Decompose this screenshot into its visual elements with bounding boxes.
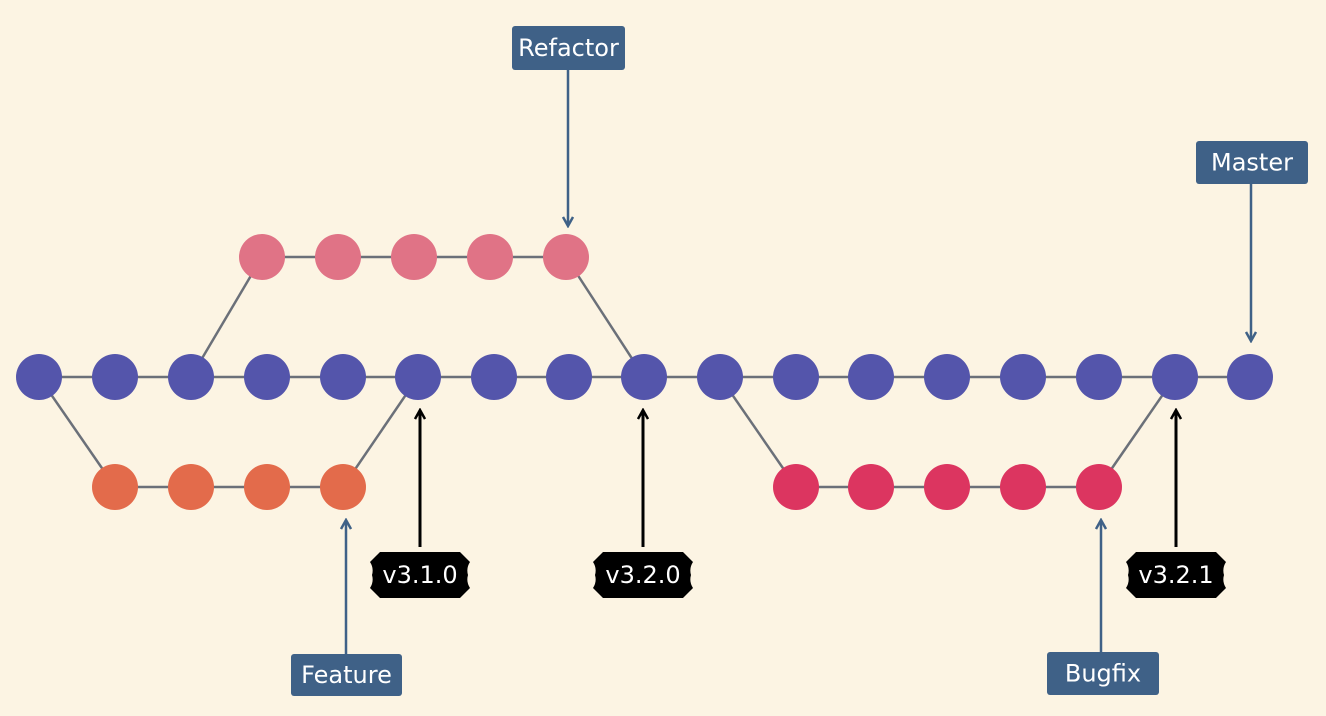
feature-commit[interactable] xyxy=(92,464,138,510)
master-commits xyxy=(16,354,1273,400)
feature-label-box xyxy=(291,654,402,696)
tag-v321[interactable]: v3.2.1 xyxy=(1126,410,1226,598)
master-label-text: Master xyxy=(1211,149,1293,177)
master-commit[interactable] xyxy=(244,354,290,400)
bugfix-commit[interactable] xyxy=(924,464,970,510)
bugfix-commit[interactable] xyxy=(1000,464,1046,510)
master-commit[interactable] xyxy=(1227,354,1273,400)
tag-v321-text: v3.2.1 xyxy=(1138,561,1213,589)
refactor-merge-edge xyxy=(564,256,646,378)
refactor-commit[interactable] xyxy=(543,234,589,280)
refactor-commit[interactable] xyxy=(315,234,361,280)
refactor-commit[interactable] xyxy=(239,234,285,280)
bugfix-label-text: Bugfix xyxy=(1065,660,1141,688)
tag-v320-badge xyxy=(593,552,693,598)
refactor-commit[interactable] xyxy=(391,234,437,280)
bugfix-commit[interactable] xyxy=(773,464,819,510)
bugfix-label-box xyxy=(1047,652,1159,695)
refactor-label-text: Refactor xyxy=(518,34,619,62)
master-commit[interactable] xyxy=(395,354,441,400)
bugfix-commits xyxy=(773,464,1122,510)
refactor-label-box xyxy=(512,26,625,70)
master-branch-label[interactable]: Master xyxy=(1196,141,1308,341)
master-commit[interactable] xyxy=(773,354,819,400)
feature-commits xyxy=(92,464,366,510)
tag-v310[interactable]: v3.1.0 xyxy=(370,410,470,598)
tag-v320[interactable]: v3.2.0 xyxy=(593,410,693,598)
refactor-commit[interactable] xyxy=(467,234,513,280)
master-commit[interactable] xyxy=(16,354,62,400)
tag-v320-text: v3.2.0 xyxy=(605,561,680,589)
feature-branch-label[interactable]: Feature xyxy=(291,520,402,696)
feature-commit[interactable] xyxy=(320,464,366,510)
master-commit[interactable] xyxy=(697,354,743,400)
master-commit[interactable] xyxy=(1076,354,1122,400)
feature-commit[interactable] xyxy=(244,464,290,510)
master-commit[interactable] xyxy=(924,354,970,400)
refactor-commits xyxy=(239,234,589,280)
bugfix-commit[interactable] xyxy=(1076,464,1122,510)
bugfix-branch-label[interactable]: Bugfix xyxy=(1047,520,1159,695)
feature-label-text: Feature xyxy=(301,661,392,689)
tag-v321-badge xyxy=(1126,552,1226,598)
feature-commit[interactable] xyxy=(168,464,214,510)
bugfix-commit[interactable] xyxy=(848,464,894,510)
tag-v310-badge xyxy=(370,552,470,598)
master-commit[interactable] xyxy=(621,354,667,400)
master-commit[interactable] xyxy=(1152,354,1198,400)
refactor-branch-out-edge xyxy=(189,256,264,378)
master-commit[interactable] xyxy=(848,354,894,400)
refactor-branch-label[interactable]: Refactor xyxy=(512,26,625,226)
tag-v310-text: v3.1.0 xyxy=(382,561,457,589)
master-commit[interactable] xyxy=(471,354,517,400)
master-label-box xyxy=(1196,141,1308,184)
master-commit[interactable] xyxy=(320,354,366,400)
master-commit[interactable] xyxy=(1000,354,1046,400)
master-commit[interactable] xyxy=(546,354,592,400)
master-commit[interactable] xyxy=(168,354,214,400)
master-commit[interactable] xyxy=(92,354,138,400)
